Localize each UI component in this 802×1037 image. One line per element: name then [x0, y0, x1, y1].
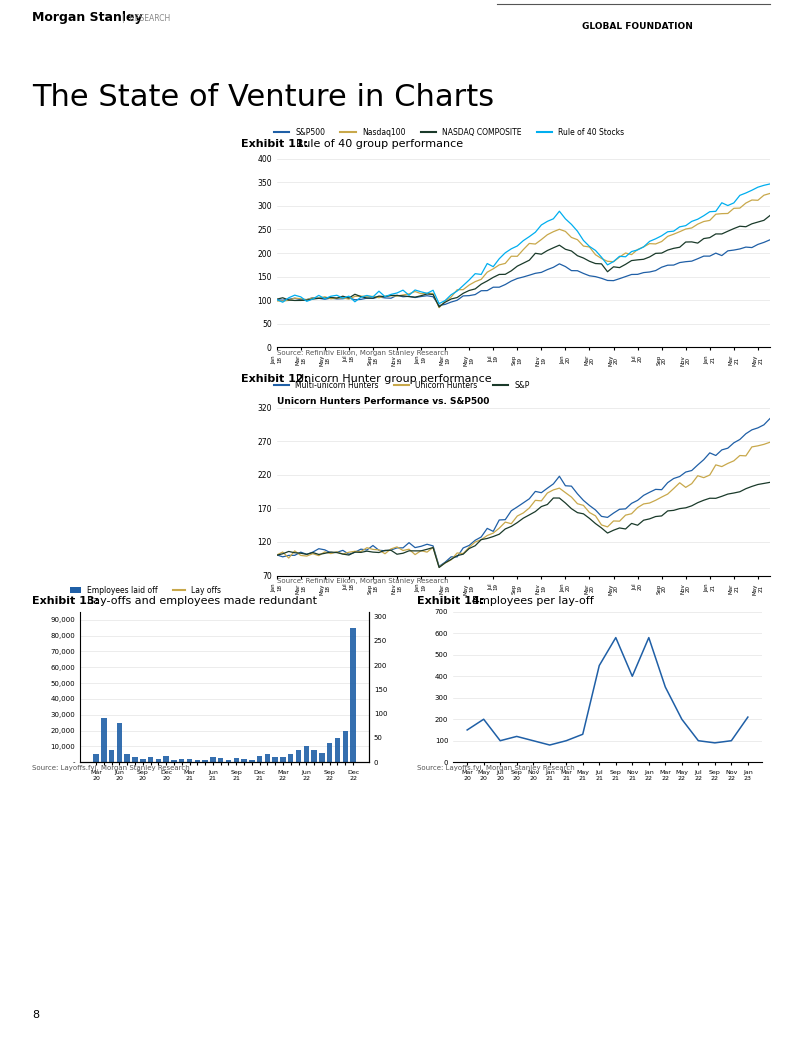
- Bar: [334, 738, 340, 762]
- Text: Rule of 40 group performance: Rule of 40 group performance: [296, 139, 464, 149]
- Bar: [233, 758, 239, 762]
- Text: Unicorn Hunters Performance vs. S&P500: Unicorn Hunters Performance vs. S&P500: [277, 397, 489, 407]
- Bar: [93, 754, 99, 762]
- Bar: [140, 759, 145, 762]
- Bar: [210, 757, 216, 762]
- Bar: [288, 754, 294, 762]
- Bar: [257, 756, 262, 762]
- Bar: [342, 730, 348, 762]
- Text: Exhibit 14:: Exhibit 14:: [417, 595, 484, 606]
- Bar: [101, 718, 107, 762]
- Bar: [304, 747, 309, 762]
- Bar: [311, 750, 317, 762]
- Text: Exhibit 13:: Exhibit 13:: [32, 595, 99, 606]
- Bar: [156, 759, 161, 762]
- Bar: [124, 754, 130, 762]
- Bar: [218, 758, 224, 762]
- Bar: [164, 756, 169, 762]
- Text: Exhibit 12:: Exhibit 12:: [241, 373, 308, 384]
- Bar: [296, 750, 302, 762]
- Text: Source: Refinitiv Eikon, Morgan Stanley Research: Source: Refinitiv Eikon, Morgan Stanley …: [277, 579, 448, 584]
- Bar: [249, 760, 254, 762]
- Bar: [116, 723, 122, 762]
- Bar: [241, 759, 247, 762]
- Bar: [202, 760, 208, 762]
- Text: Source: Layoffs.fyi, Morgan Stanley Research: Source: Layoffs.fyi, Morgan Stanley Rese…: [32, 765, 190, 770]
- Bar: [109, 750, 115, 762]
- Bar: [132, 757, 138, 762]
- Bar: [179, 759, 184, 762]
- Text: Morgan Stanley: Morgan Stanley: [32, 11, 143, 24]
- Text: Source: Refinitiv Eikon, Morgan Stanley Research: Source: Refinitiv Eikon, Morgan Stanley …: [277, 351, 448, 356]
- Legend: Multi-unicorn Hunters, Unicorn Hunters, S&P: Multi-unicorn Hunters, Unicorn Hunters, …: [270, 377, 533, 393]
- Bar: [280, 757, 286, 762]
- Bar: [195, 760, 200, 762]
- Legend: Employees laid off, Lay offs: Employees laid off, Lay offs: [67, 583, 224, 597]
- Text: Employees per lay-off: Employees per lay-off: [472, 595, 593, 606]
- Text: Lay-offs and employees made redundant: Lay-offs and employees made redundant: [87, 595, 317, 606]
- Text: The State of Venture in Charts: The State of Venture in Charts: [32, 83, 494, 112]
- Bar: [171, 760, 176, 762]
- Text: Exhibit 11:: Exhibit 11:: [241, 139, 308, 149]
- Legend: S&P500, Nasdaq100, NASDAQ COMPOSITE, Rule of 40 Stocks: S&P500, Nasdaq100, NASDAQ COMPOSITE, Rul…: [270, 124, 627, 140]
- Text: Source: Layoffs.fyi, Morgan Stanley Research: Source: Layoffs.fyi, Morgan Stanley Rese…: [417, 765, 575, 770]
- Bar: [273, 757, 278, 762]
- Bar: [187, 759, 192, 762]
- Bar: [350, 627, 356, 762]
- Bar: [319, 753, 325, 762]
- Text: 8: 8: [32, 1010, 39, 1020]
- Bar: [327, 744, 333, 762]
- Bar: [225, 760, 231, 762]
- Bar: [265, 754, 270, 762]
- Text: GLOBAL FOUNDATION: GLOBAL FOUNDATION: [582, 22, 693, 31]
- Bar: [148, 757, 153, 762]
- Text: |  RESEARCH: | RESEARCH: [122, 13, 170, 23]
- Text: Unicorn Hunter group performance: Unicorn Hunter group performance: [296, 373, 492, 384]
